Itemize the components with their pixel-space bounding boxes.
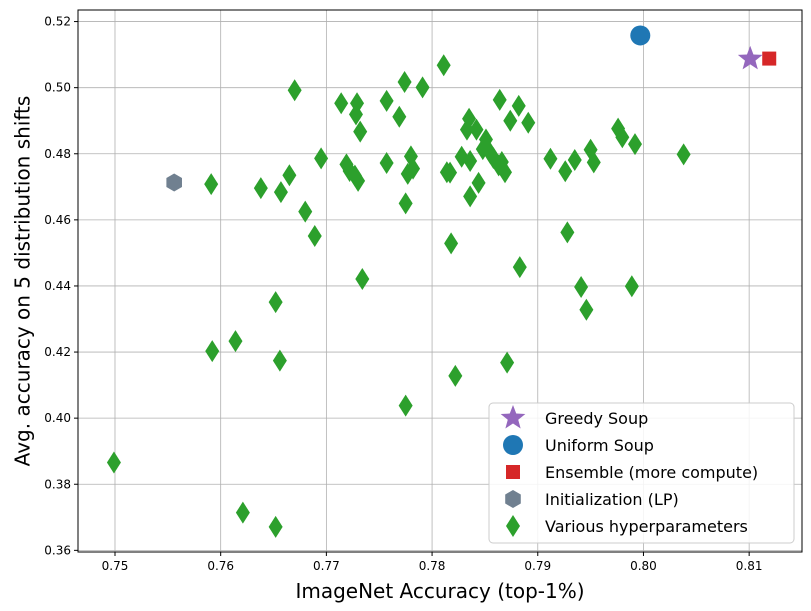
x-tick-label: 0.78 [419, 559, 446, 573]
diamond-point [624, 275, 639, 298]
diamond-point [436, 54, 451, 77]
diamond-point [398, 394, 413, 417]
diamond-point [355, 268, 370, 291]
y-axis-ticks: 0.36 0.38 0.40 0.42 0.44 0.46 0.48 0.50 0.52 [44, 15, 78, 557]
diamond-point [235, 501, 250, 524]
diamond-point [228, 330, 243, 353]
x-tick-label: 0.81 [736, 559, 763, 573]
diamond-point [676, 143, 691, 166]
x-tick-label: 0.75 [102, 559, 129, 573]
series-ensemble-more-compute [762, 51, 777, 66]
square-point [762, 51, 777, 66]
circle-point [630, 25, 651, 46]
diamond-point [567, 149, 582, 172]
diamond-point [469, 118, 484, 141]
diamond-point [307, 225, 322, 248]
diamond-point [205, 340, 220, 363]
y-tick-label: 0.42 [44, 345, 71, 359]
diamond-point [272, 349, 287, 372]
diamond-point [415, 76, 430, 99]
star-point [737, 45, 763, 70]
diamond-point [586, 151, 601, 174]
diamond-point [512, 256, 527, 279]
diamond-point [351, 169, 366, 192]
diamond-point [558, 160, 573, 183]
diamond-point [273, 181, 288, 204]
legend-box [488, 402, 795, 544]
diamond-point [298, 200, 313, 223]
diamond-point [521, 111, 536, 134]
diamond-point [353, 120, 368, 143]
y-tick-label: 0.52 [44, 15, 71, 29]
diamond-point [314, 147, 329, 170]
legend-hexagon-marker [505, 490, 521, 508]
x-tick-label: 0.77 [313, 559, 340, 573]
diamond-point [628, 133, 643, 156]
diamond-point [574, 275, 589, 298]
x-axis-label: ImageNet Accuracy (top-1%) [295, 579, 584, 603]
diamond-point [443, 161, 458, 184]
legend: Greedy Soup Uniform Soup Ensemble (more co… [488, 402, 795, 544]
x-tick-label: 0.80 [630, 559, 657, 573]
series-various-hyperparameters [106, 54, 691, 538]
diamond-point [268, 291, 283, 314]
x-axis-ticks: 0.75 0.76 0.77 0.78 0.79 0.80 0.81 [102, 552, 763, 573]
diamond-point [392, 105, 407, 128]
y-tick-label: 0.40 [44, 411, 71, 425]
plot-frame [77, 9, 803, 553]
diamond-point [498, 161, 513, 184]
diamond-point [444, 232, 459, 255]
series-initialization-lp [166, 173, 182, 192]
diamond-point [287, 79, 302, 102]
diamond-point [492, 88, 507, 111]
diamond-point [471, 171, 486, 194]
data-points [106, 25, 777, 538]
diamond-point [615, 126, 630, 149]
legend-diamond-marker [506, 515, 520, 537]
legend-label: Various hyperparameters [545, 517, 748, 536]
y-tick-label: 0.36 [44, 543, 71, 557]
legend-label: Initialization (LP) [545, 490, 679, 509]
diamond-point [448, 364, 463, 387]
diamond-point [462, 107, 477, 130]
diamond-point [579, 298, 594, 321]
diamond-point [398, 192, 413, 215]
diamond-point [406, 157, 421, 180]
diamond-point [253, 177, 268, 200]
y-tick-label: 0.38 [44, 477, 71, 491]
y-tick-label: 0.50 [44, 81, 71, 95]
legend-circle-marker [503, 435, 523, 455]
y-tick-label: 0.46 [44, 213, 71, 227]
diamond-point [463, 150, 478, 173]
diamond-point [334, 92, 349, 115]
series-greedy-soup [737, 45, 763, 70]
legend-label: Uniform Soup [545, 436, 654, 455]
diamond-point [397, 71, 412, 94]
diamond-point [282, 164, 297, 187]
legend-square-marker [506, 465, 520, 479]
diamond-point [350, 92, 365, 115]
diamond-point [106, 451, 121, 474]
diamond-point [463, 185, 478, 208]
legend-star-marker [500, 405, 526, 429]
y-axis-label: Avg. accuracy on 5 distribution shifts [11, 96, 35, 467]
diamond-point [379, 89, 394, 112]
series-uniform-soup [630, 25, 651, 46]
diamond-point [204, 173, 219, 196]
diamond-point [560, 221, 575, 244]
hexagon-point [166, 173, 182, 192]
diamond-point [511, 94, 526, 117]
legend-label: Ensemble (more compute) [545, 463, 758, 482]
legend-label: Greedy Soup [545, 409, 648, 428]
diamond-point [379, 152, 394, 175]
x-tick-label: 0.76 [207, 559, 234, 573]
y-tick-label: 0.44 [44, 279, 71, 293]
diamond-point [543, 147, 558, 170]
diamond-point [503, 109, 518, 132]
y-tick-label: 0.48 [44, 147, 71, 161]
diamond-point [500, 351, 515, 374]
x-tick-label: 0.79 [524, 559, 551, 573]
diamond-point [268, 515, 283, 538]
